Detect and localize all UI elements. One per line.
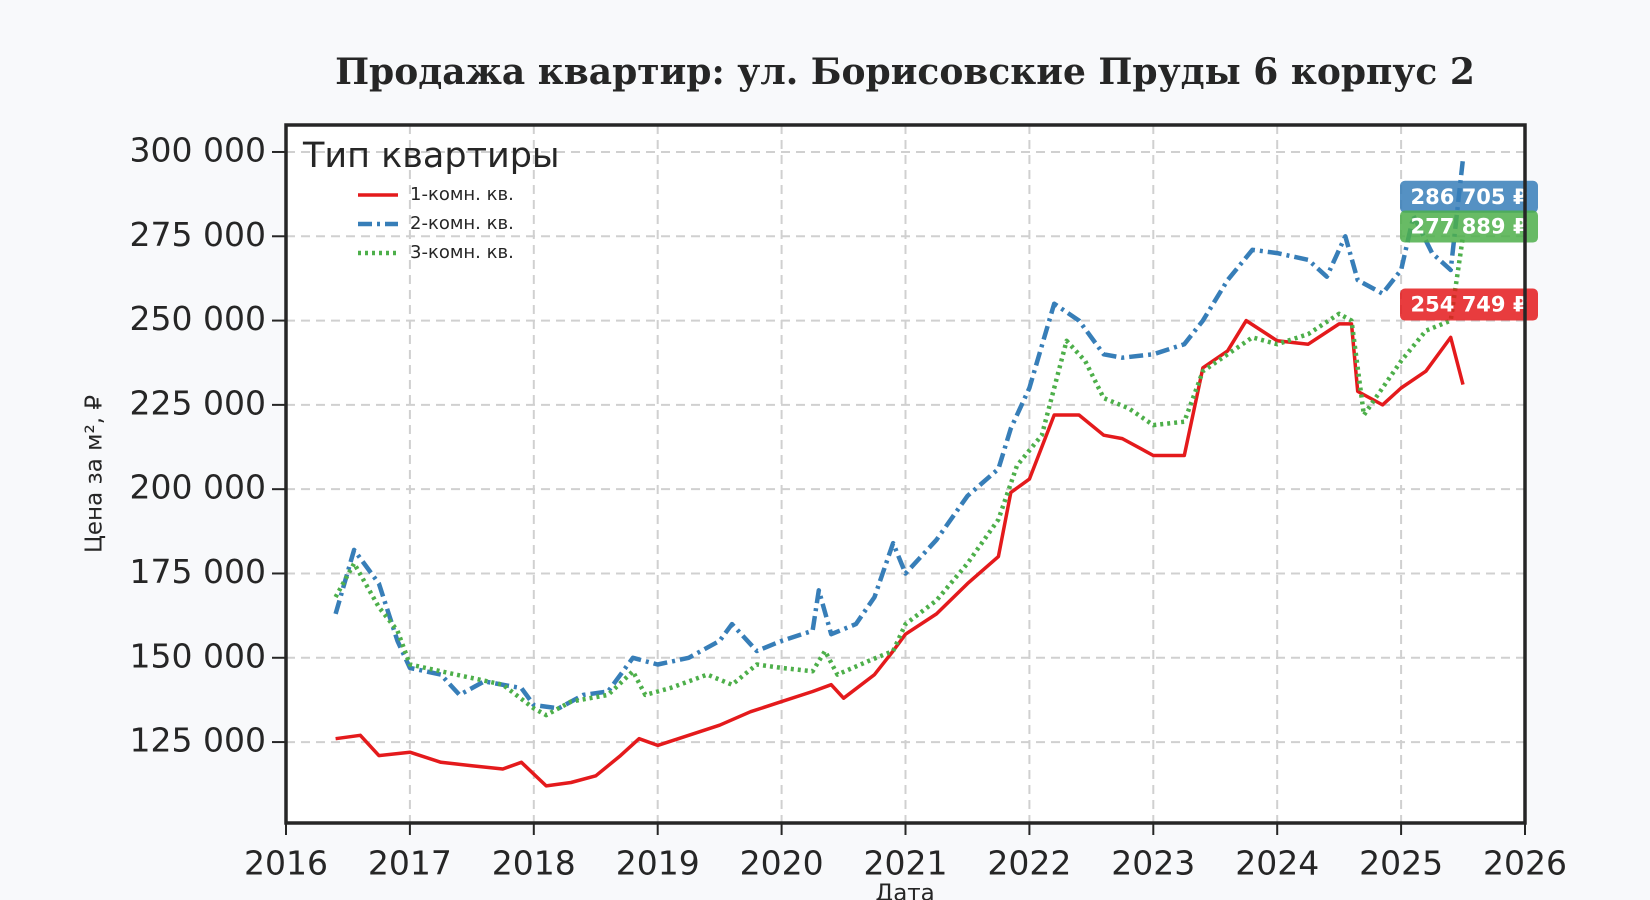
x-tick-label: 2020 <box>740 844 824 883</box>
y-tick-label: 225 000 <box>130 383 266 422</box>
x-tick-label: 2022 <box>987 844 1071 883</box>
y-tick-label: 275 000 <box>130 215 266 254</box>
end-label: 254 749 ₽ <box>1411 293 1528 317</box>
y-tick-label: 250 000 <box>130 299 266 338</box>
end-label: 277 889 ₽ <box>1411 215 1528 239</box>
x-tick-label: 2019 <box>616 844 700 883</box>
x-tick-label: 2023 <box>1111 844 1195 883</box>
axes-frame <box>284 123 1527 825</box>
y-tick-label: 150 000 <box>130 636 266 675</box>
y-tick-label: 175 000 <box>130 552 266 591</box>
x-tick-label: 2024 <box>1235 844 1319 883</box>
legend-label: 2-комн. кв. <box>410 213 514 234</box>
x-tick-label: 2026 <box>1483 844 1567 883</box>
end-label-box <box>1400 288 1538 321</box>
legend-title: Тип квартиры <box>302 136 560 176</box>
x-tick-label: 2018 <box>492 844 576 883</box>
series-line <box>335 318 1465 788</box>
end-label: 286 705 ₽ <box>1411 185 1528 209</box>
y-tick-label: 300 000 <box>130 130 266 169</box>
x-tick-label: 2021 <box>864 844 948 883</box>
x-tick-label: 2025 <box>1359 844 1443 883</box>
series-line <box>333 235 1466 718</box>
x-tick-label: 2016 <box>244 844 328 883</box>
y-tick-label: 200 000 <box>130 468 266 507</box>
x-axis-label: Дата <box>875 881 935 900</box>
end-label-box <box>1400 180 1538 213</box>
legend-label: 1-комн. кв. <box>410 184 514 205</box>
legend-label: 3-комн. кв. <box>410 242 514 263</box>
end-label-box <box>1400 210 1538 243</box>
chart-title: Продажа квартир: ул. Борисовские Пруды 6… <box>335 51 1475 93</box>
y-axis-label: Цена за м², ₽ <box>82 395 108 553</box>
x-tick-label: 2017 <box>368 844 452 883</box>
y-tick-label: 125 000 <box>130 721 266 760</box>
series-line <box>333 158 1466 711</box>
